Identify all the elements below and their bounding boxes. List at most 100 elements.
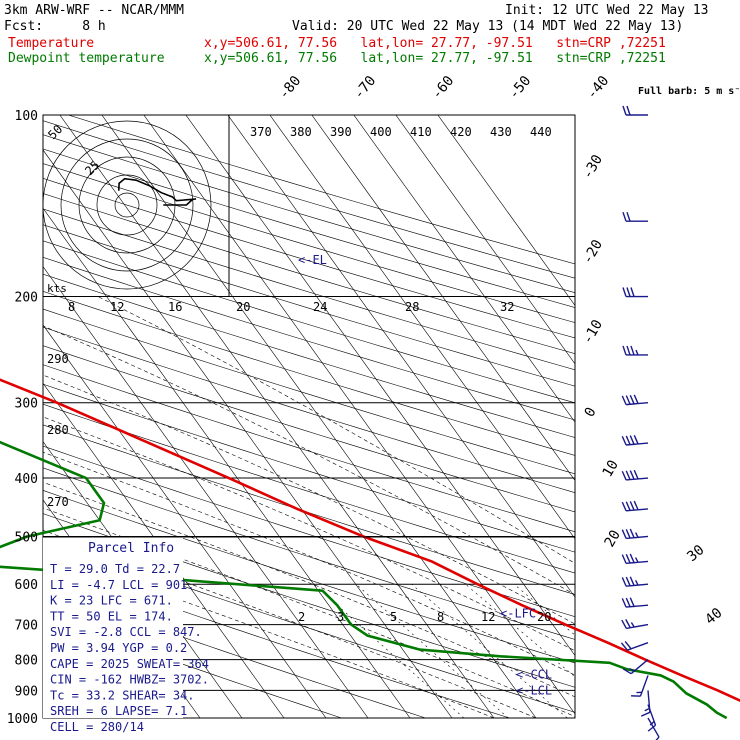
moist-adiabat <box>43 507 575 717</box>
barb-flag <box>629 597 635 607</box>
hodograph-ring-label: 25 <box>82 158 102 178</box>
wind-barb <box>621 434 649 446</box>
barb-flag <box>633 434 639 445</box>
wind-barb <box>621 469 649 481</box>
parcel-panel-row: K = 23 LFC = 671. <box>50 594 173 608</box>
parcel-panel-row: SREH = 6 LAPSE= 7.1 <box>50 704 187 718</box>
barb-flag <box>625 470 631 480</box>
dewpoint-legend-label: Dewpoint temperature <box>8 51 165 66</box>
hodograph-speed-label: 24 <box>313 300 327 314</box>
isotherm-label: 10 <box>600 457 622 480</box>
barb-flag <box>633 500 639 511</box>
isotherm <box>227 115 575 598</box>
barb-flag <box>626 287 631 297</box>
barb-flag <box>625 395 631 405</box>
theta-label: 390 <box>330 125 352 139</box>
barb-flag <box>625 435 631 445</box>
theta-label: 420 <box>450 125 472 139</box>
hodograph-speed-label: 16 <box>168 300 182 314</box>
isotherm <box>43 324 327 718</box>
mixing-ratio-line <box>411 583 568 718</box>
barb-half-flag <box>649 720 655 726</box>
barb-flag <box>626 211 631 222</box>
theta-w-label: 290 <box>47 352 69 366</box>
level-annotation: <-LCL <box>516 684 552 698</box>
barb-flag <box>621 598 627 608</box>
isotherm <box>311 115 575 482</box>
pressure-label: 400 <box>15 472 38 487</box>
isotherm <box>43 266 369 718</box>
barb-flag <box>630 287 635 297</box>
hodograph-ring <box>42 120 212 290</box>
mixing-ratio-label: 3 <box>337 610 344 624</box>
mixing-ratio-label: 8 <box>437 610 444 624</box>
parcel-panel-row: Tc = 33.2 SHEAR= 34. <box>50 688 195 702</box>
isotherm-label: 30 <box>684 542 707 565</box>
pressure-label: 800 <box>15 654 38 669</box>
barb-flag <box>629 528 635 538</box>
isotherm-label: -20 <box>580 237 607 267</box>
wind-barb <box>621 500 649 512</box>
barb-flag <box>620 642 628 651</box>
barb-flag <box>622 668 632 675</box>
barb-flag <box>621 470 627 481</box>
mixing-ratio-label: 12 <box>481 610 495 624</box>
dry-adiabat <box>43 490 575 664</box>
barb-flag <box>647 724 656 732</box>
pressure-label: 700 <box>15 619 38 634</box>
dry-adiabat <box>43 403 575 574</box>
forecast-hour: Fcst: 8 h <box>4 19 106 34</box>
valid-time: Valid: 20 UTC Wed 22 May 13 (14 MDT Wed … <box>292 19 684 34</box>
dry-adiabat <box>43 562 510 718</box>
barb-flag <box>621 619 627 629</box>
isotherm-label: -10 <box>580 317 607 347</box>
dry-adiabat <box>43 256 575 421</box>
barb-flag <box>621 501 627 512</box>
barb-half-flag <box>634 557 639 563</box>
theta-w-label: 280 <box>47 423 69 437</box>
init-time: Init: 12 UTC Wed 22 May 13 <box>505 3 709 18</box>
dry-adiabat <box>43 445 575 617</box>
dry-adiabat <box>43 208 575 371</box>
isotherm <box>43 382 285 718</box>
theta-label: 410 <box>410 125 432 139</box>
isotherm <box>395 115 575 365</box>
parcel-panel-row: CELL = 280/14 <box>50 720 144 734</box>
dry-adiabat <box>43 587 426 718</box>
barb-flag <box>625 597 631 608</box>
barb-half-flag <box>629 667 635 672</box>
model-title: 3km ARW-WRF -- NCAR/MMM <box>4 3 185 18</box>
barb-flag <box>625 501 631 511</box>
mixing-ratio-label: 5 <box>390 610 397 624</box>
dry-adiabat <box>43 326 575 493</box>
barb-flag <box>625 576 631 587</box>
barb-flag <box>621 395 627 405</box>
wind-barb <box>621 394 649 406</box>
mixing-ratio-label: 20 <box>537 610 551 624</box>
mixing-ratio-line <box>578 584 740 718</box>
hodograph-units: kts <box>47 282 67 295</box>
theta-label: 380 <box>290 125 312 139</box>
hodograph-speed-label: 12 <box>110 300 124 314</box>
parcel-panel-row: PW = 3.94 YGP = 0.2 <box>50 641 187 655</box>
wind-barb <box>630 675 649 697</box>
moist-adiabat <box>97 296 575 564</box>
dry-adiabat <box>43 345 575 513</box>
hodograph-ring <box>60 138 194 272</box>
pressure-label: 600 <box>15 578 38 593</box>
barb-legend: Full barb: 5 m s⁻¹ <box>638 86 740 97</box>
dry-adiabat <box>43 240 575 404</box>
isotherm <box>437 115 575 307</box>
parcel-panel-row: CAPE = 2025 SWEAT= 364 <box>50 657 209 671</box>
isotherm <box>101 115 537 718</box>
barb-flag <box>633 469 639 480</box>
hodograph-speed-label: 20 <box>236 300 250 314</box>
wind-barb <box>621 619 649 630</box>
barb-flag <box>621 577 627 587</box>
barb-half-flag <box>644 707 650 712</box>
barb-flag <box>622 345 627 356</box>
pressure-label: 500 <box>15 530 38 545</box>
isotherm-label: 0 <box>582 405 600 420</box>
isotherm <box>143 115 575 715</box>
